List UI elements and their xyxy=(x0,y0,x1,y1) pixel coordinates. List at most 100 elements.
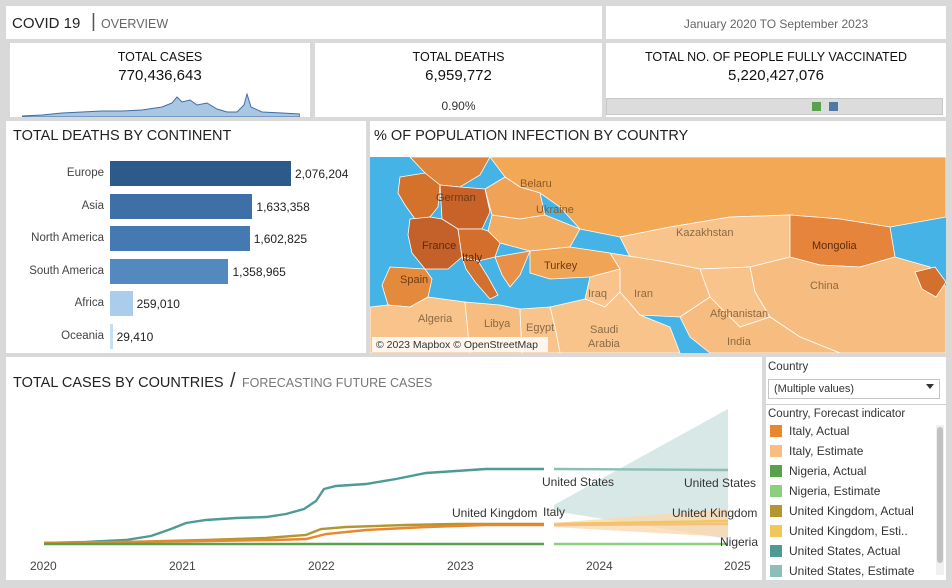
cases-line-chart[interactable]: United States United States United Kingd… xyxy=(6,397,762,580)
kpi-deaths-label: TOTAL DEATHS xyxy=(412,50,505,64)
infection-map-panel: % OF POPULATION INFECTION BY COUNTRY Ger… xyxy=(370,121,946,353)
map-label-india: India xyxy=(727,336,752,348)
continent-value-europe: 2,076,204 xyxy=(295,167,349,181)
date-range-panel: January 2020 TO September 2023 xyxy=(606,6,946,39)
chevron-down-icon[interactable] xyxy=(926,384,934,389)
legend-label: United States, Estimate xyxy=(789,564,915,578)
legend-label: Nigeria, Estimate xyxy=(789,484,881,498)
dashboard-subtitle: OVERVIEW xyxy=(101,17,169,31)
continent-deaths-panel: TOTAL DEATHS BY CONTINENT Europe 2,076,20… xyxy=(6,121,366,353)
legend-label: Italy, Estimate xyxy=(789,444,864,458)
cases-forecast-panel: TOTAL CASES BY COUNTRIES / FORECASTING F… xyxy=(6,357,762,580)
continent-bar-oceania[interactable] xyxy=(110,324,113,349)
continent-label-asia: Asia xyxy=(81,199,104,212)
legend-label: United Kingdom, Esti.. xyxy=(789,524,908,538)
continent-value-asia: 1,633,358 xyxy=(256,199,310,214)
legend-swatch xyxy=(770,485,782,497)
infection-map[interactable]: German Belaru Ukraine France Italy Spain… xyxy=(370,157,946,353)
label-uk-forecast: United Kingdom xyxy=(672,506,757,520)
continent-bar-north-america[interactable] xyxy=(110,226,250,252)
kpi-cases-label: TOTAL CASES xyxy=(117,50,203,64)
cases-title-separator: / xyxy=(230,370,236,392)
date-range: January 2020 TO September 2023 xyxy=(683,17,869,31)
continent-label-north-america: North America xyxy=(31,232,104,245)
continent-bar-africa[interactable] xyxy=(110,291,133,317)
x-tick-2024: 2024 xyxy=(586,559,613,573)
country-select-value: (Multiple values) xyxy=(774,383,855,395)
legend-swatch xyxy=(770,565,782,577)
region-korea xyxy=(914,266,946,298)
filter-panel: Country (Multiple values) Country, Forec… xyxy=(766,357,946,580)
map-label-france: France xyxy=(422,240,456,252)
x-tick-2021: 2021 xyxy=(169,559,196,573)
continent-value-north-america: 1,602,825 xyxy=(253,232,308,247)
map-label-arabia: Arabia xyxy=(588,338,621,350)
legend-title: Country, Forecast indicator xyxy=(768,408,906,420)
cases-sparkline[interactable] xyxy=(22,93,300,117)
attribution-bg xyxy=(372,337,548,352)
kpi-vacc-value: 5,220,427,076 xyxy=(728,67,824,84)
map-label-egypt: Egypt xyxy=(526,322,554,334)
kpi-total-deaths: TOTAL DEATHS 6,959,772 0.90% xyxy=(315,43,602,117)
continent-value-oceania: 29,410 xyxy=(116,330,154,344)
region-balkans xyxy=(494,250,531,288)
legend-swatch xyxy=(770,545,782,557)
label-italy-actual: Italy xyxy=(543,505,565,519)
sparkline-area xyxy=(22,93,300,117)
filter-divider xyxy=(766,404,946,405)
region-france xyxy=(407,216,463,270)
map-label-turkey: Turkey xyxy=(544,260,578,272)
vacc-marker-green xyxy=(812,102,821,111)
legend-label: Nigeria, Actual xyxy=(789,464,867,478)
continent-label-south-america: South America xyxy=(29,264,104,277)
us-forecast-line xyxy=(553,467,729,472)
continent-bar-south-america[interactable] xyxy=(110,258,229,284)
continent-label-europe: Europe xyxy=(66,167,104,179)
continent-value-africa: 259,010 xyxy=(136,297,180,312)
map-label-ukraine: Ukraine xyxy=(536,204,574,216)
kpi-cases-value: 770,436,643 xyxy=(118,67,202,84)
map-label-china: China xyxy=(810,280,840,292)
legend-label: Italy, Actual xyxy=(789,424,850,438)
region-india xyxy=(679,296,841,353)
map-label-spain: Spain xyxy=(400,274,428,286)
vaccination-bar[interactable] xyxy=(606,98,943,115)
map-label-italy: Italy xyxy=(462,252,483,264)
legend-swatch xyxy=(770,425,782,437)
kpi-vacc-label: TOTAL NO. OF PEOPLE FULLY VACCINATED xyxy=(644,50,908,64)
continent-bar-europe[interactable] xyxy=(110,161,291,186)
x-tick-2020: 2020 xyxy=(30,559,57,573)
us-forecast-band xyxy=(554,409,728,539)
legend-swatch xyxy=(770,525,782,537)
continent-label-oceania: Oceania xyxy=(61,330,104,342)
label-uk-actual: United Kingdom xyxy=(452,506,537,520)
continent-value-south-america: 1,358,965 xyxy=(232,264,286,279)
map-attribution[interactable]: © 2023 Mapbox © OpenStreetMap xyxy=(376,339,538,351)
continent-bar-asia[interactable] xyxy=(110,193,253,219)
country-select[interactable]: (Multiple values) xyxy=(768,379,940,399)
kpi-total-cases: TOTAL CASES 770,436,643 xyxy=(10,43,310,117)
cases-subtitle: FORECASTING FUTURE CASES xyxy=(242,376,433,390)
kpi-vaccinated: TOTAL NO. OF PEOPLE FULLY VACCINATED 5,2… xyxy=(606,43,946,117)
x-tick-2022: 2022 xyxy=(308,559,335,573)
map-label-mongolia: Mongolia xyxy=(812,240,858,252)
italy-forecast-line xyxy=(553,522,729,527)
cases-title-row: TOTAL CASES BY COUNTRIES / FORECASTING F… xyxy=(13,370,432,393)
legend-swatch xyxy=(770,445,782,457)
death-rate: 0.90% xyxy=(441,99,476,113)
vacc-marker-blue xyxy=(829,102,838,111)
legend-scrollbar[interactable] xyxy=(936,425,944,575)
map-label-iran: Iran xyxy=(634,288,653,300)
x-tick-2025: 2025 xyxy=(724,559,751,573)
map-label-belarus: Belaru xyxy=(520,178,552,190)
title-separator: | xyxy=(91,11,96,32)
kpi-deaths-value: 6,959,772 xyxy=(425,67,492,84)
legend-label: United Kingdom, Actual xyxy=(789,504,914,518)
scrollbar-thumb[interactable] xyxy=(937,427,943,563)
continent-label-africa: Africa xyxy=(74,297,104,310)
x-tick-2023: 2023 xyxy=(447,559,474,573)
map-title: % OF POPULATION INFECTION BY COUNTRY xyxy=(374,128,689,144)
continent-title: TOTAL DEATHS BY CONTINENT xyxy=(13,128,232,144)
map-label-iraq: Iraq xyxy=(588,288,607,300)
label-us-actual: United States xyxy=(542,475,614,489)
